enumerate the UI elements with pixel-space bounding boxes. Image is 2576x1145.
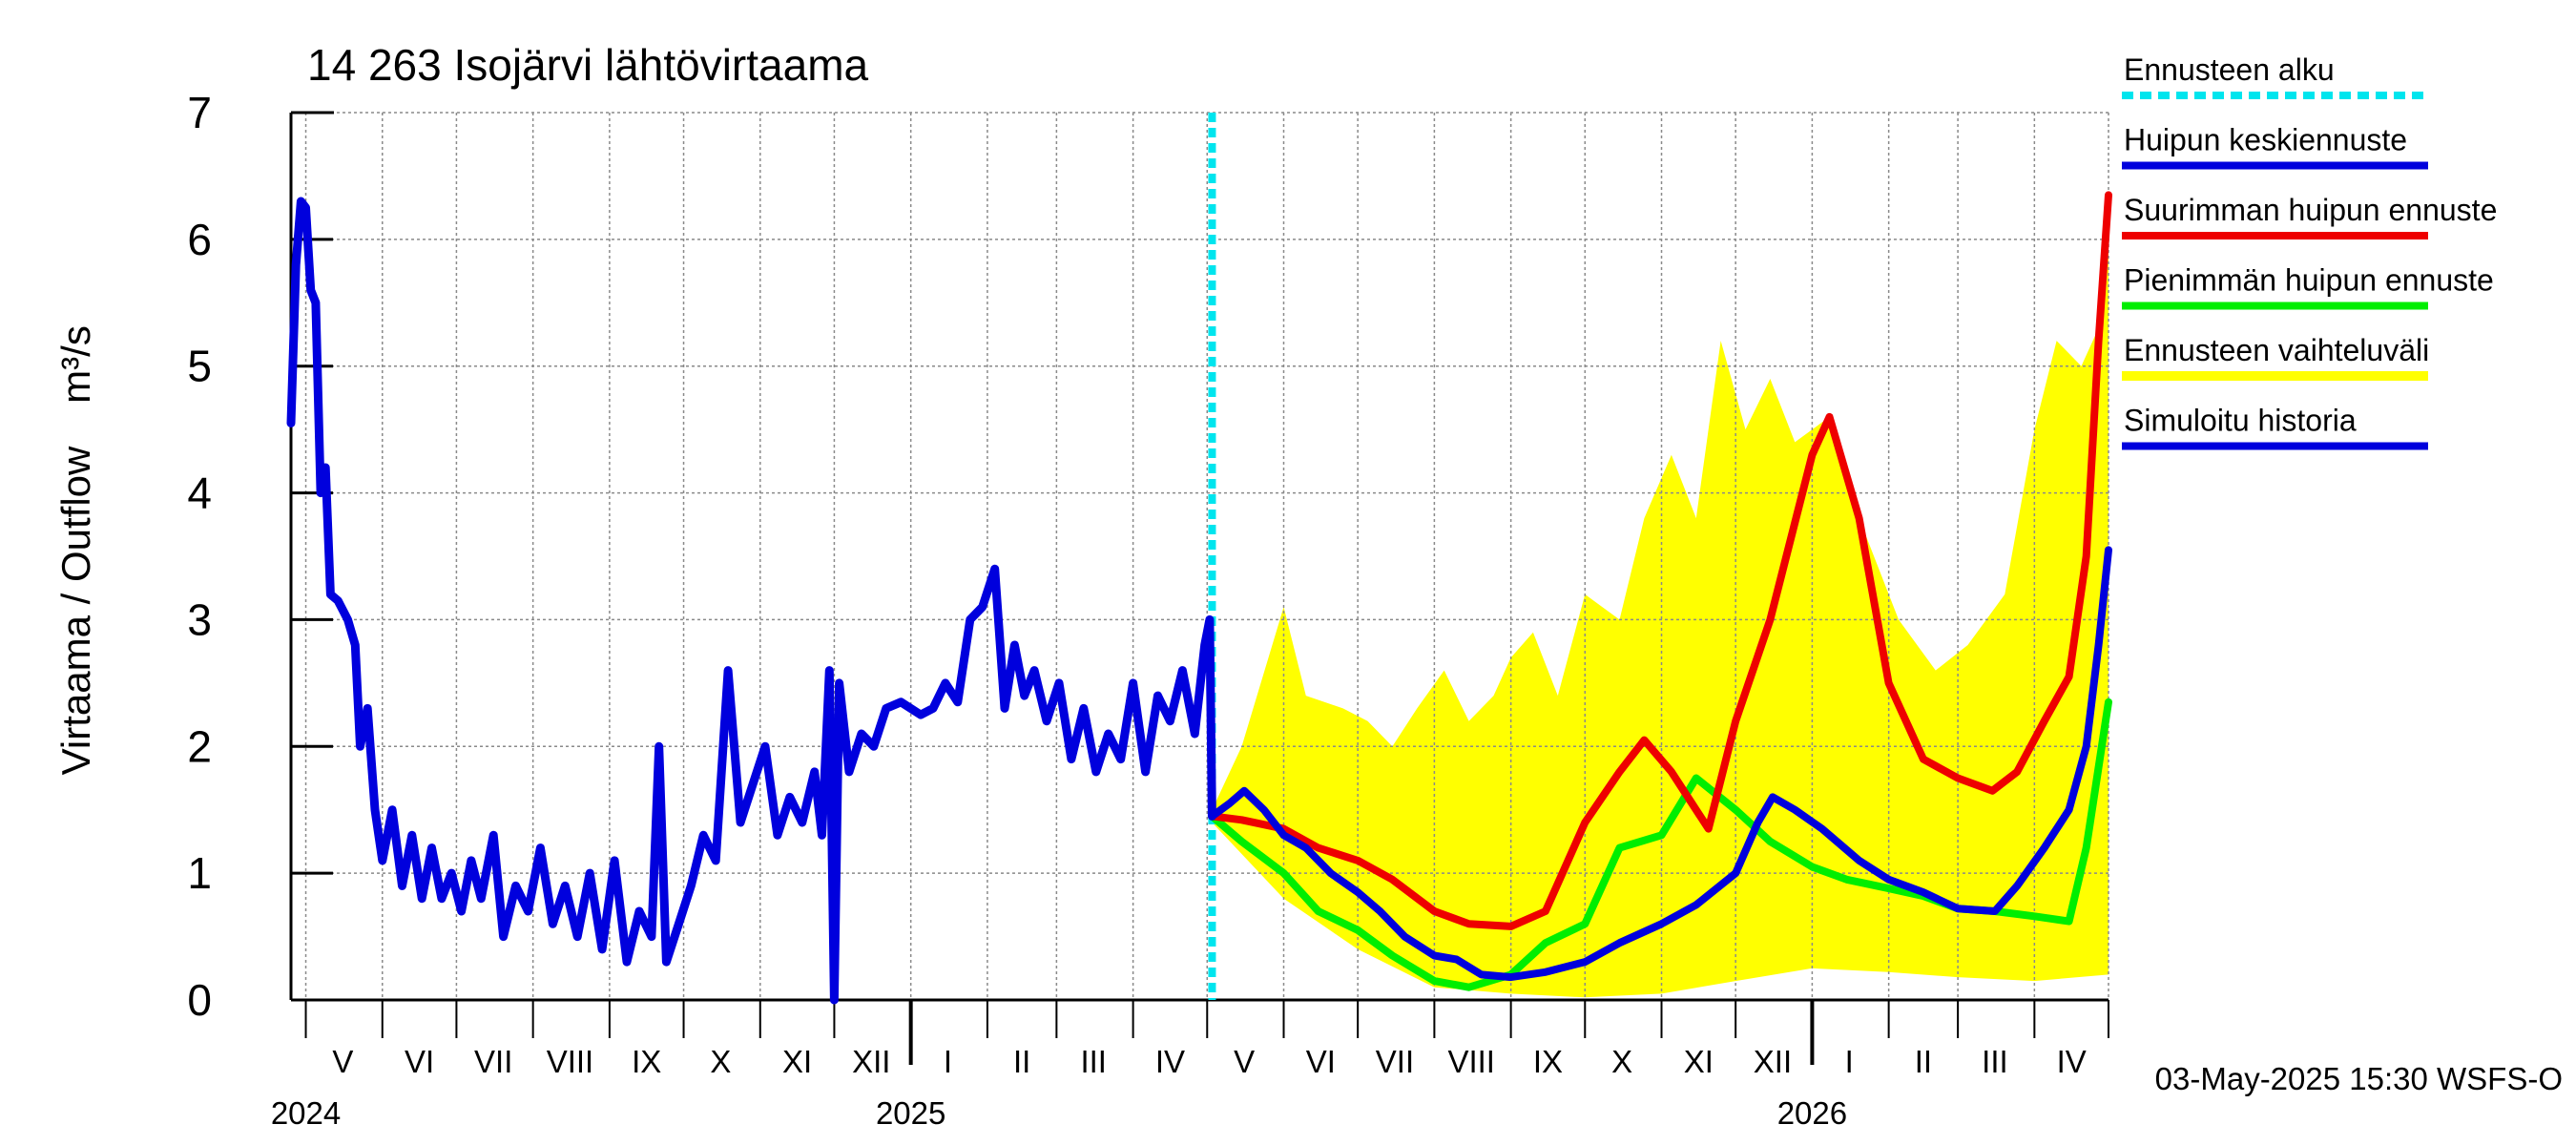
legend-simulated-history: Simuloitu historia bbox=[2122, 404, 2428, 450]
year-label: 2026 bbox=[1777, 1095, 1847, 1131]
month-label: IX bbox=[632, 1044, 661, 1079]
chart-title: 14 263 Isojärvi lähtövirtaama bbox=[307, 40, 869, 90]
y-tick-label: 2 bbox=[187, 721, 212, 771]
month-label: II bbox=[1915, 1044, 1932, 1079]
y-tick-label: 1 bbox=[187, 848, 212, 898]
month-label: X bbox=[1611, 1044, 1632, 1079]
forecast-range-band bbox=[1212, 201, 2109, 998]
month-label: V bbox=[332, 1044, 353, 1079]
forecast-timestamp: 03-May-2025 15:30 WSFS-O bbox=[2155, 1061, 2563, 1096]
month-label: V bbox=[1234, 1044, 1255, 1079]
series-max-peak-forecast bbox=[1208, 191, 2112, 930]
y-tick-label: 7 bbox=[187, 88, 212, 137]
month-label: VII bbox=[1376, 1044, 1414, 1079]
month-label: VI bbox=[1306, 1044, 1336, 1079]
month-label: XI bbox=[782, 1044, 812, 1079]
y-tick-label: 5 bbox=[187, 342, 212, 391]
y-axis-unit: m³/s bbox=[53, 325, 98, 404]
y-tick-label: 3 bbox=[187, 594, 212, 644]
grid bbox=[291, 112, 2109, 1000]
legend-label: Suurimman huipun ennuste bbox=[2124, 193, 2497, 227]
series-simulated-history bbox=[286, 197, 1216, 1005]
month-label: III bbox=[1982, 1044, 2008, 1079]
month-label: VIII bbox=[1447, 1044, 1495, 1079]
legend-max-peak: Suurimman huipun ennuste bbox=[2122, 193, 2497, 239]
legend-min-peak: Pienimmän huipun ennuste bbox=[2122, 263, 2494, 310]
month-label: X bbox=[710, 1044, 731, 1079]
y-tick-label: 0 bbox=[187, 975, 212, 1025]
month-label: I bbox=[944, 1044, 952, 1079]
series-lines bbox=[286, 113, 2112, 1005]
y-tick-label: 4 bbox=[187, 468, 212, 518]
month-label: III bbox=[1080, 1044, 1107, 1079]
month-label: IV bbox=[1155, 1044, 1185, 1079]
month-label: XII bbox=[1754, 1044, 1792, 1079]
y-tick-label: 6 bbox=[187, 215, 212, 264]
series-mean-peak-forecast bbox=[1208, 546, 2112, 982]
legend-range: Ennusteen vaihteluväli bbox=[2122, 333, 2429, 381]
month-label: VII bbox=[474, 1044, 512, 1079]
year-label: 2025 bbox=[876, 1095, 945, 1131]
month-label: II bbox=[1013, 1044, 1030, 1079]
month-label: VIII bbox=[547, 1044, 594, 1079]
legend-label: Pienimmän huipun ennuste bbox=[2124, 263, 2494, 298]
y-axis-label: Virtaama / Outflow bbox=[53, 446, 98, 775]
month-label: XII bbox=[852, 1044, 890, 1079]
legend-forecast-start: Ennusteen alku bbox=[2122, 52, 2428, 99]
legend: Ennusteen alku Huipun keskiennuste Suurimm… bbox=[2122, 52, 2497, 450]
forecast-range-area bbox=[1212, 201, 2109, 998]
legend-label: Huipun keskiennuste bbox=[2124, 123, 2407, 157]
month-label: I bbox=[1845, 1044, 1854, 1079]
legend-label: Simuloitu historia bbox=[2124, 404, 2357, 438]
month-label: XI bbox=[1684, 1044, 1714, 1079]
month-label: IV bbox=[2057, 1044, 2087, 1079]
year-label: 2024 bbox=[271, 1095, 341, 1131]
legend-mean-peak: Huipun keskiennuste bbox=[2122, 123, 2428, 170]
month-label: IX bbox=[1533, 1044, 1563, 1079]
month-label: VI bbox=[405, 1044, 434, 1079]
legend-label: Ennusteen vaihteluväli bbox=[2124, 333, 2429, 367]
legend-label: Ennusteen alku bbox=[2124, 52, 2335, 87]
